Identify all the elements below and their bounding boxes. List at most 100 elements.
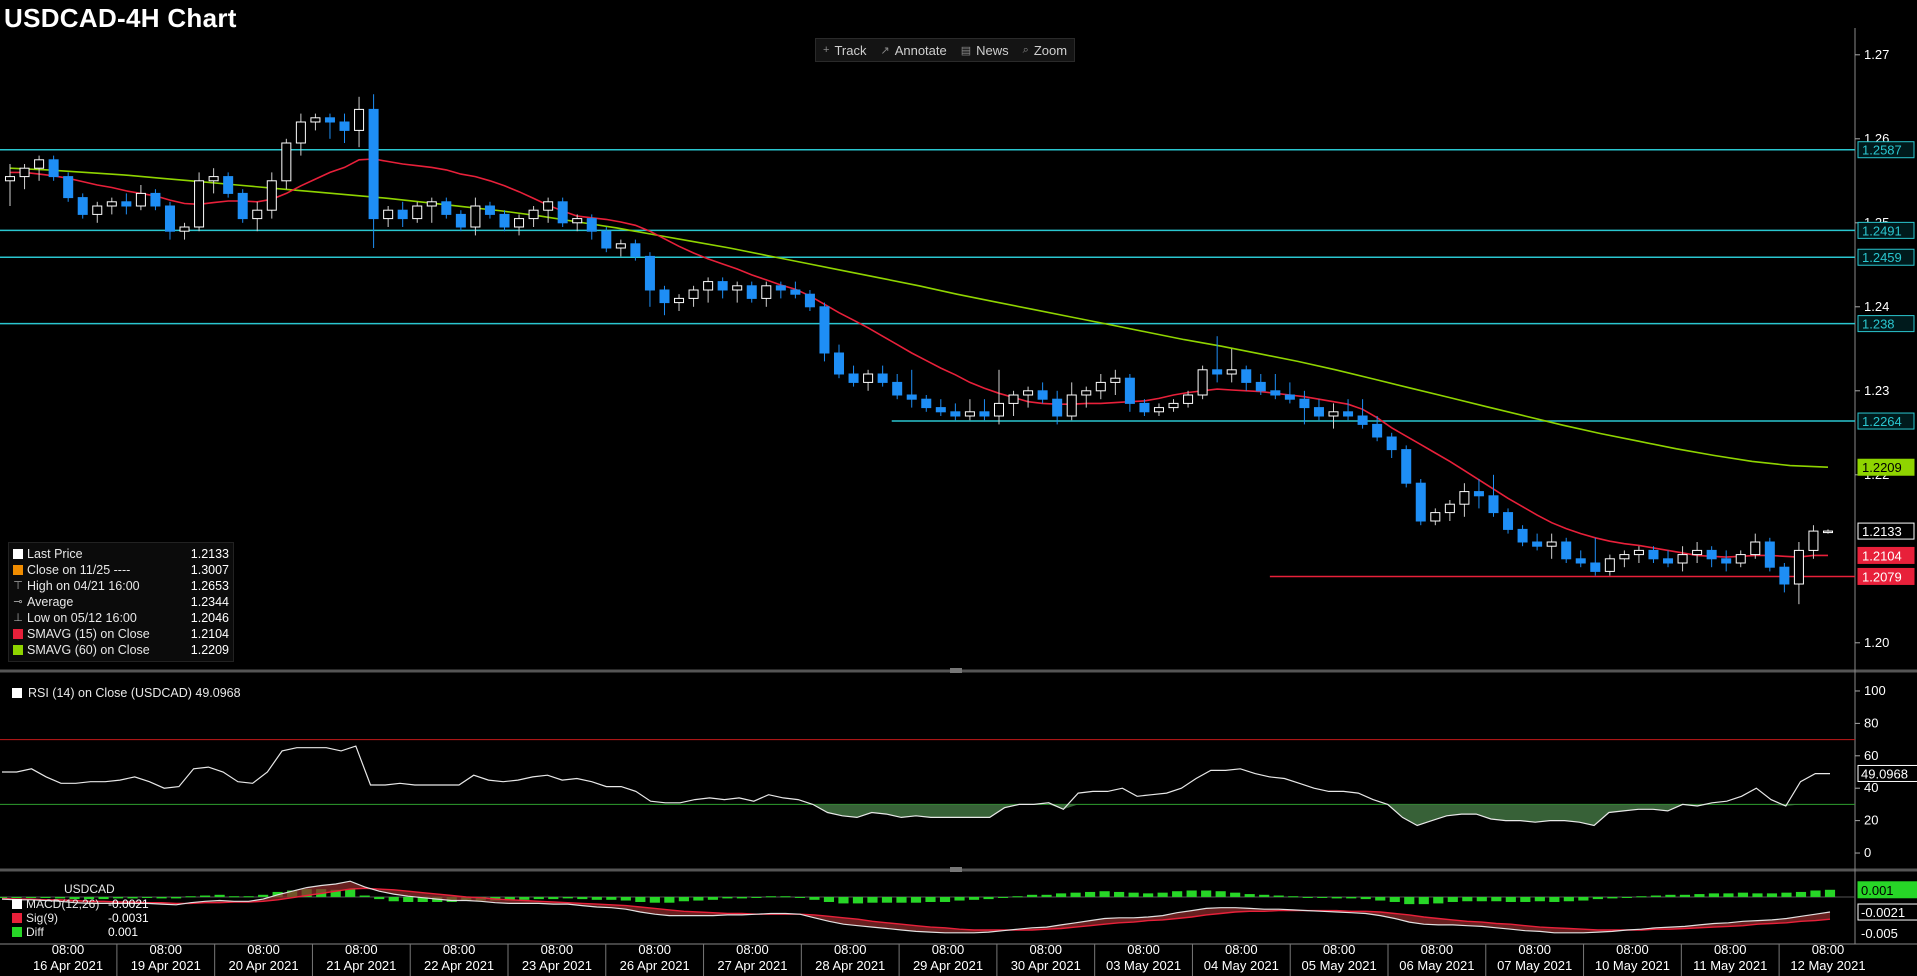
candle <box>1008 390 1019 416</box>
x-date-label: 27 Apr 2021 <box>717 958 787 973</box>
x-time-label: 08:00 <box>1812 942 1845 957</box>
candle-body <box>514 218 525 228</box>
candle <box>77 193 88 219</box>
legend-row-sma60[interactable]: SMAVG (60) on Close 1.2209 <box>13 642 229 658</box>
candle <box>455 210 466 232</box>
macd-diff-bar <box>1230 892 1241 897</box>
candle <box>1444 500 1455 521</box>
macd-diff-bar <box>910 896 922 903</box>
candle <box>877 365 888 387</box>
legend-row-high[interactable]: ⊤ High on 04/21 16:00 1.2653 <box>13 579 229 593</box>
candle <box>499 210 510 232</box>
candle <box>1517 525 1528 547</box>
candle <box>34 155 45 181</box>
signal-row[interactable]: Sig(9) -0.0031 <box>12 911 149 925</box>
candle-body <box>77 197 88 215</box>
x-date-label: 29 Apr 2021 <box>913 958 983 973</box>
legend-row-last-price[interactable]: Last Price 1.2133 <box>13 546 229 562</box>
macd-diff-bar <box>1549 896 1560 902</box>
candle <box>819 302 830 362</box>
macd-diff-bar <box>417 896 428 902</box>
macd-diff-bar <box>693 896 704 901</box>
macd-diff-bar <box>1447 896 1458 902</box>
candle <box>1546 533 1557 559</box>
macd-diff-bar <box>635 896 646 902</box>
macd-diff-bar <box>1621 896 1632 898</box>
x-date-label: 16 Apr 2021 <box>33 958 103 973</box>
macd-diff-bar <box>504 896 515 901</box>
candle <box>354 96 365 148</box>
candle <box>1081 386 1092 408</box>
macd-diff-bar <box>1520 896 1531 902</box>
candle <box>790 281 801 299</box>
legend-row-close[interactable]: Close on 11/25 ---- 1.3007 <box>13 562 229 578</box>
candle <box>1023 386 1034 408</box>
candle-body <box>339 121 350 131</box>
news-button[interactable]: ▤ News <box>954 39 1016 61</box>
macd-line <box>1 880 1831 934</box>
macd-tick-tag <box>1857 881 1917 899</box>
candle-body <box>615 243 626 249</box>
candle-body <box>892 381 903 396</box>
candle <box>1255 374 1266 395</box>
chart-title: USDCAD-4H Chart <box>4 3 237 33</box>
track-label: Track <box>834 42 867 58</box>
macd-diff-bar <box>794 896 806 898</box>
macd-tick-label: 0.001 <box>1861 883 1894 898</box>
candle-body <box>819 306 830 354</box>
candle <box>470 197 481 236</box>
macd-diff-bar <box>11 896 22 898</box>
candle-body <box>1822 530 1834 534</box>
candle <box>557 197 568 227</box>
y-tick-label: 1.27 <box>1864 47 1889 62</box>
legend-swatch <box>13 629 23 639</box>
macd-diff-bar <box>939 896 951 902</box>
candle-body <box>121 201 132 207</box>
legend-row-sma15[interactable]: SMAVG (15) on Close 1.2104 <box>13 626 229 642</box>
candle <box>1357 399 1368 429</box>
legend-row-average[interactable]: ⊸ Average 1.2344 <box>13 595 229 609</box>
legend-row-low[interactable]: ⊥ Low on 05/12 16:00 1.2046 <box>13 611 229 625</box>
y-tick-label: 1.20 <box>1864 635 1889 650</box>
candle <box>1284 382 1295 404</box>
candle-body <box>761 285 772 299</box>
candle <box>746 281 757 303</box>
candle <box>1299 390 1310 425</box>
macd-diff-bar <box>1172 891 1183 897</box>
x-time-label: 08:00 <box>52 942 85 957</box>
macd-diff-bar <box>1244 894 1255 897</box>
macd-diff-bar <box>533 896 544 900</box>
x-date-label: 28 Apr 2021 <box>815 958 885 973</box>
level-tag <box>1857 248 1915 266</box>
candle <box>1764 537 1775 572</box>
x-date-label: 11 May 2021 <box>1693 958 1767 973</box>
macd-diff-bar <box>954 896 965 901</box>
rsi-legend[interactable]: RSI (14) on Close (USDCAD) 49.0968 <box>12 686 241 700</box>
candle-body <box>1633 549 1644 556</box>
candle <box>1270 374 1281 400</box>
candle <box>281 138 292 190</box>
candle-body <box>1372 423 1383 438</box>
diff-row[interactable]: Diff 0.001 <box>12 925 149 939</box>
macd-diff-bar <box>0 896 8 898</box>
rsi-tick-label: 20 <box>1864 813 1878 828</box>
candle-body <box>1444 503 1455 514</box>
macd-diff-bar <box>707 896 718 900</box>
track-button[interactable]: + Track <box>816 39 873 61</box>
macd-tick-tag <box>1857 903 1917 921</box>
candle-body <box>441 201 452 215</box>
candle <box>775 281 786 299</box>
candle-body <box>208 176 219 182</box>
candle <box>48 155 59 181</box>
annotate-button[interactable]: ↗ Annotate <box>873 39 953 61</box>
candle <box>586 214 597 240</box>
candle-body <box>295 121 306 144</box>
candle <box>310 113 321 131</box>
candle <box>979 399 990 421</box>
candle-body <box>1110 377 1121 383</box>
macd-row[interactable]: MACD(12,26) -0.0021 <box>12 897 149 911</box>
zoom-label: Zoom <box>1033 42 1068 58</box>
zoom-button[interactable]: ⌕ Zoom <box>1016 39 1074 61</box>
macd-diff-bar <box>156 896 167 899</box>
macd-diff-bar <box>664 896 675 903</box>
